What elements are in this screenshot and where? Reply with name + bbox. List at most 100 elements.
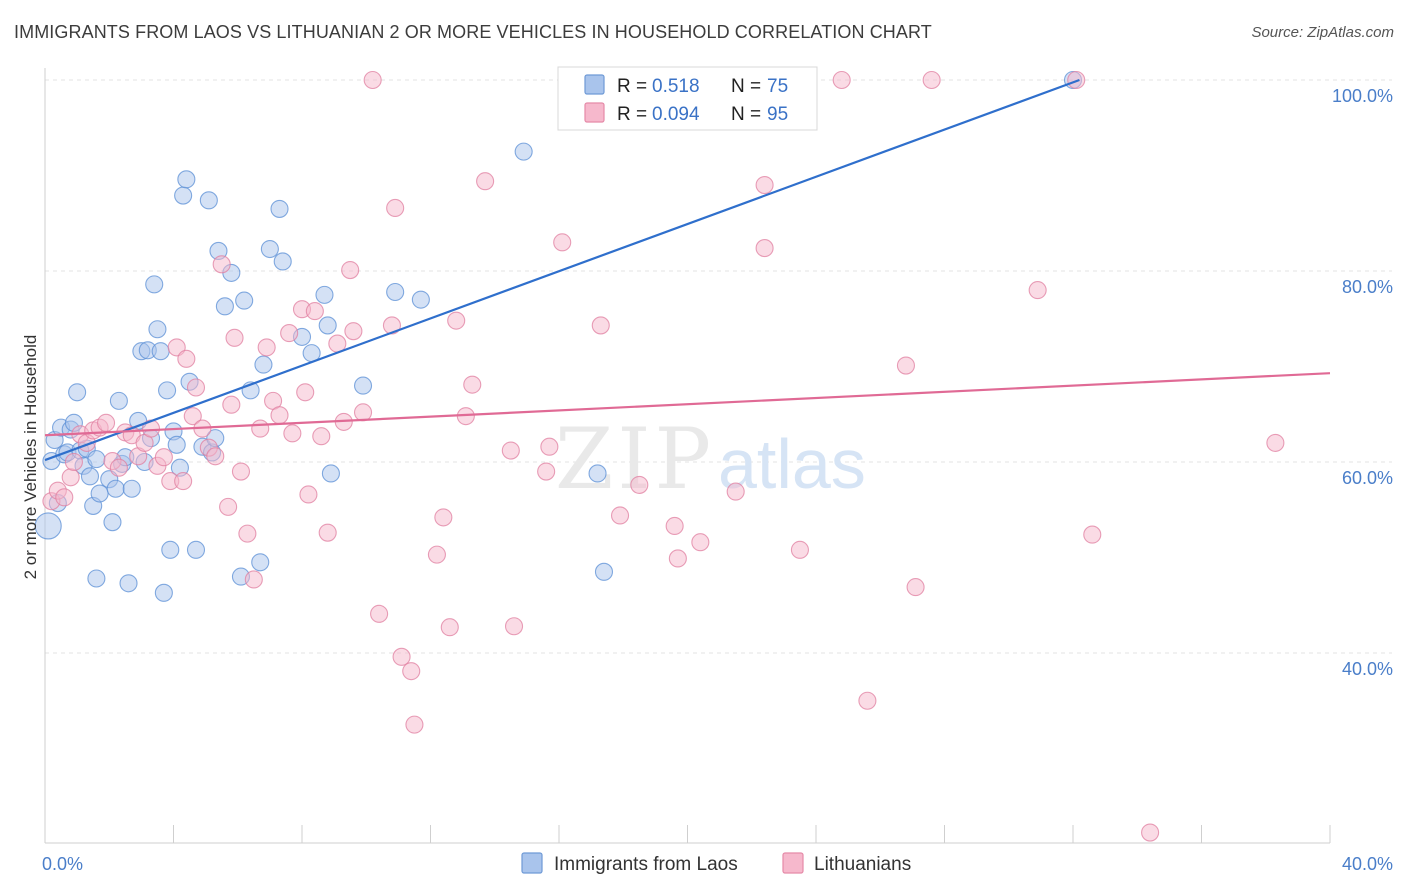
- point-0-63: [321, 464, 340, 483]
- point-1-31: [225, 328, 244, 347]
- point-0-45: [199, 191, 218, 210]
- point-1-39: [280, 324, 299, 343]
- point-0-0: [34, 512, 62, 540]
- point-1-65: [476, 172, 495, 191]
- point-0-17: [90, 484, 109, 503]
- legend-r-label-lithuanians: R =: [617, 104, 647, 125]
- point-0-34: [154, 583, 173, 602]
- point-1-79: [755, 239, 774, 258]
- point-1-11: [109, 458, 128, 477]
- point-1-43: [299, 485, 318, 504]
- chart-title: IMMIGRANTS FROM LAOS VS LITHUANIAN 2 OR …: [14, 22, 932, 42]
- point-1-84: [906, 578, 925, 597]
- point-0-54: [251, 553, 270, 572]
- watermark-zip: ZIP: [555, 410, 715, 508]
- point-0-68: [588, 464, 607, 483]
- point-0-35: [158, 381, 177, 400]
- point-1-88: [1083, 525, 1102, 544]
- legend-n-value-lithuanians: 95: [767, 104, 788, 125]
- point-1-18: [154, 448, 173, 467]
- point-1-55: [386, 198, 405, 218]
- point-0-32: [148, 320, 167, 339]
- point-0-61: [315, 285, 334, 304]
- point-1-44: [305, 302, 324, 321]
- point-0-64: [353, 376, 373, 395]
- point-1-33: [238, 524, 257, 543]
- y-axis-label: 2 or more Vehicles in Household: [21, 335, 40, 580]
- point-1-40: [283, 424, 302, 443]
- point-1-80: [790, 540, 809, 559]
- point-0-65: [386, 282, 405, 302]
- watermark: ZIP atlas: [555, 410, 866, 508]
- point-1-32: [231, 462, 251, 481]
- point-0-38: [167, 435, 186, 454]
- point-0-13: [80, 467, 100, 486]
- point-1-51: [353, 403, 373, 422]
- point-1-24: [186, 378, 206, 397]
- point-1-57: [402, 662, 421, 681]
- trend-line-1: [44, 372, 1331, 437]
- series-points-laos: [34, 70, 1083, 602]
- point-1-52: [363, 70, 382, 90]
- bottom-legend-label-lithuanians: Lithuanians: [814, 854, 911, 875]
- point-1-83: [896, 356, 916, 375]
- point-1-86: [1028, 281, 1047, 300]
- point-1-61: [440, 618, 459, 637]
- point-0-19: [103, 513, 122, 532]
- y-tick-labels: 40.0% 60.0% 80.0% 100.0%: [1332, 86, 1393, 679]
- point-1-36: [257, 338, 276, 357]
- point-1-60: [434, 508, 453, 527]
- point-1-75: [668, 549, 687, 568]
- point-1-54: [382, 316, 402, 335]
- point-1-87: [1067, 70, 1086, 90]
- y-tick-label-0: 40.0%: [1342, 659, 1393, 679]
- bottom-legend: Immigrants from Laos Lithuanians: [521, 852, 911, 875]
- legend-box: R = 0.518 N = 75 R = 0.094 N = 95: [557, 66, 818, 131]
- point-0-58: [273, 252, 292, 271]
- point-1-71: [591, 316, 610, 335]
- point-1-56: [392, 647, 411, 666]
- point-1-70: [553, 233, 572, 252]
- point-0-16: [87, 569, 106, 588]
- point-0-52: [235, 291, 254, 310]
- point-1-53: [370, 604, 389, 623]
- legend-swatch-lithuanians: [584, 102, 605, 123]
- point-0-25: [122, 479, 141, 498]
- point-1-62: [447, 311, 466, 330]
- point-0-41: [177, 170, 196, 189]
- legend-n-label-lithuanians: N =: [731, 104, 761, 125]
- point-1-28: [212, 255, 231, 274]
- point-0-49: [215, 297, 234, 316]
- point-1-4: [64, 452, 83, 472]
- bottom-legend-label-laos: Immigrants from Laos: [554, 854, 738, 875]
- point-1-58: [405, 715, 424, 734]
- y-tick-label-3: 100.0%: [1332, 86, 1393, 106]
- point-1-68: [537, 462, 556, 481]
- point-1-90: [1266, 433, 1285, 452]
- grid-lines: [45, 79, 1392, 654]
- point-1-30: [222, 395, 241, 414]
- bottom-legend-swatch-laos: [521, 852, 543, 874]
- point-1-82: [858, 691, 877, 710]
- point-0-67: [514, 142, 533, 161]
- y-tick-label-2: 80.0%: [1342, 277, 1393, 297]
- point-0-9: [68, 383, 87, 402]
- point-1-38: [270, 406, 289, 425]
- point-0-33: [151, 342, 170, 361]
- point-1-3: [61, 468, 80, 487]
- point-0-56: [260, 239, 279, 259]
- point-1-85: [922, 70, 941, 90]
- point-1-21: [174, 472, 193, 491]
- point-1-35: [251, 419, 270, 438]
- legend-r-label-laos: R =: [617, 76, 647, 97]
- point-1-77: [726, 482, 745, 501]
- point-1-67: [504, 617, 524, 636]
- point-0-62: [318, 316, 337, 335]
- legend-r-value-lithuanians: 0.094: [652, 104, 700, 125]
- point-0-66: [411, 290, 430, 309]
- point-0-55: [254, 355, 273, 374]
- legend-swatch-laos: [584, 74, 605, 95]
- point-0-69: [594, 562, 614, 581]
- x-tick-label-0: 0.0%: [42, 854, 83, 874]
